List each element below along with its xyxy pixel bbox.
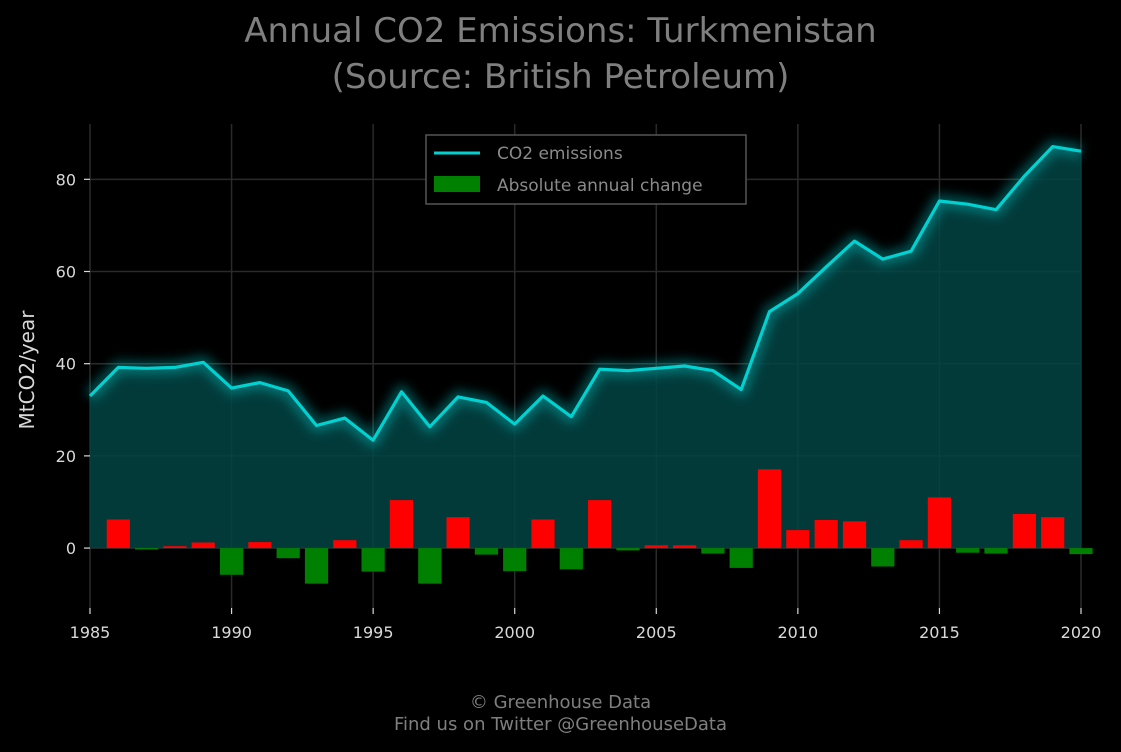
x-tick-label: 2015 bbox=[919, 623, 960, 642]
change-bar bbox=[135, 548, 159, 550]
change-bar bbox=[871, 548, 895, 567]
change-bar bbox=[757, 469, 782, 549]
change-bar bbox=[1041, 517, 1065, 549]
change-bar bbox=[446, 517, 470, 549]
footer-twitter: Find us on Twitter @GreenhouseData bbox=[393, 714, 728, 735]
change-bar bbox=[729, 548, 753, 568]
change-bar bbox=[333, 540, 357, 548]
change-bar bbox=[418, 548, 442, 584]
change-bar bbox=[276, 548, 300, 559]
emissions-area-fill bbox=[90, 146, 1081, 549]
legend-label-emissions: CO2 emissions bbox=[497, 144, 623, 164]
change-bar bbox=[616, 548, 640, 551]
x-tick-label: 1985 bbox=[70, 623, 111, 642]
y-tick-label: 40 bbox=[56, 355, 76, 374]
emissions-line-group bbox=[85, 139, 1083, 448]
x-tick-label: 2000 bbox=[494, 623, 535, 642]
y-tick-label: 20 bbox=[56, 447, 76, 466]
x-tick-label: 2010 bbox=[777, 623, 818, 642]
change-bar bbox=[701, 548, 725, 554]
change-bar bbox=[304, 548, 329, 584]
change-bar bbox=[644, 545, 668, 549]
legend-bar-swatch bbox=[434, 176, 480, 192]
legend-box bbox=[425, 134, 747, 205]
footer-copyright: © Greenhouse Data bbox=[469, 692, 652, 713]
emissions-area bbox=[90, 146, 1081, 549]
change-bar bbox=[984, 548, 1008, 554]
change-bar bbox=[842, 521, 867, 548]
change-bar bbox=[106, 519, 130, 549]
x-tick-label: 1995 bbox=[353, 623, 394, 642]
change-bar bbox=[389, 500, 413, 548]
legend-label-change: Absolute annual change bbox=[497, 176, 703, 196]
x-tick-label: 1990 bbox=[211, 623, 252, 642]
change-bar bbox=[786, 530, 810, 549]
change-bar bbox=[673, 545, 697, 549]
change-bar bbox=[559, 548, 583, 570]
change-bar bbox=[474, 548, 498, 555]
change-bar bbox=[191, 542, 215, 548]
change-bar bbox=[531, 519, 555, 549]
axis-ticks: 1985 1990 1995 2000 2005 2010 2015 2020 0 20 40 60 8… bbox=[56, 170, 1102, 642]
change-bar bbox=[503, 548, 527, 572]
x-tick-label: 2005 bbox=[636, 623, 677, 642]
legend: CO2 emissions Absolute annual change bbox=[425, 134, 747, 205]
change-bar bbox=[163, 546, 187, 548]
change-bar bbox=[588, 500, 612, 548]
annual-change-bars bbox=[106, 469, 1093, 584]
change-bar bbox=[1012, 514, 1036, 549]
change-bar bbox=[361, 548, 385, 572]
x-tick-label: 2020 bbox=[1061, 623, 1102, 642]
emissions-line bbox=[88, 145, 1082, 442]
y-tick-label: 0 bbox=[66, 539, 76, 558]
change-bar bbox=[814, 520, 838, 549]
change-bar bbox=[927, 497, 951, 549]
change-bar bbox=[220, 548, 244, 575]
change-bar bbox=[956, 548, 980, 553]
y-tick-label: 80 bbox=[56, 170, 76, 189]
change-bar bbox=[899, 540, 923, 548]
change-bar bbox=[248, 542, 272, 549]
footer: © Greenhouse Data Find us on Twitter @Gr… bbox=[0, 692, 1121, 736]
change-bar bbox=[1069, 548, 1093, 555]
y-tick-label: 60 bbox=[56, 263, 76, 282]
chart-title-line-2: (Source: British Petroleum) bbox=[331, 57, 790, 97]
chart-title-line-1: Annual CO2 Emissions: Turkmenistan bbox=[244, 11, 877, 51]
chart-title: Annual CO2 Emissions: Turkmenistan (Sour… bbox=[0, 8, 1121, 100]
